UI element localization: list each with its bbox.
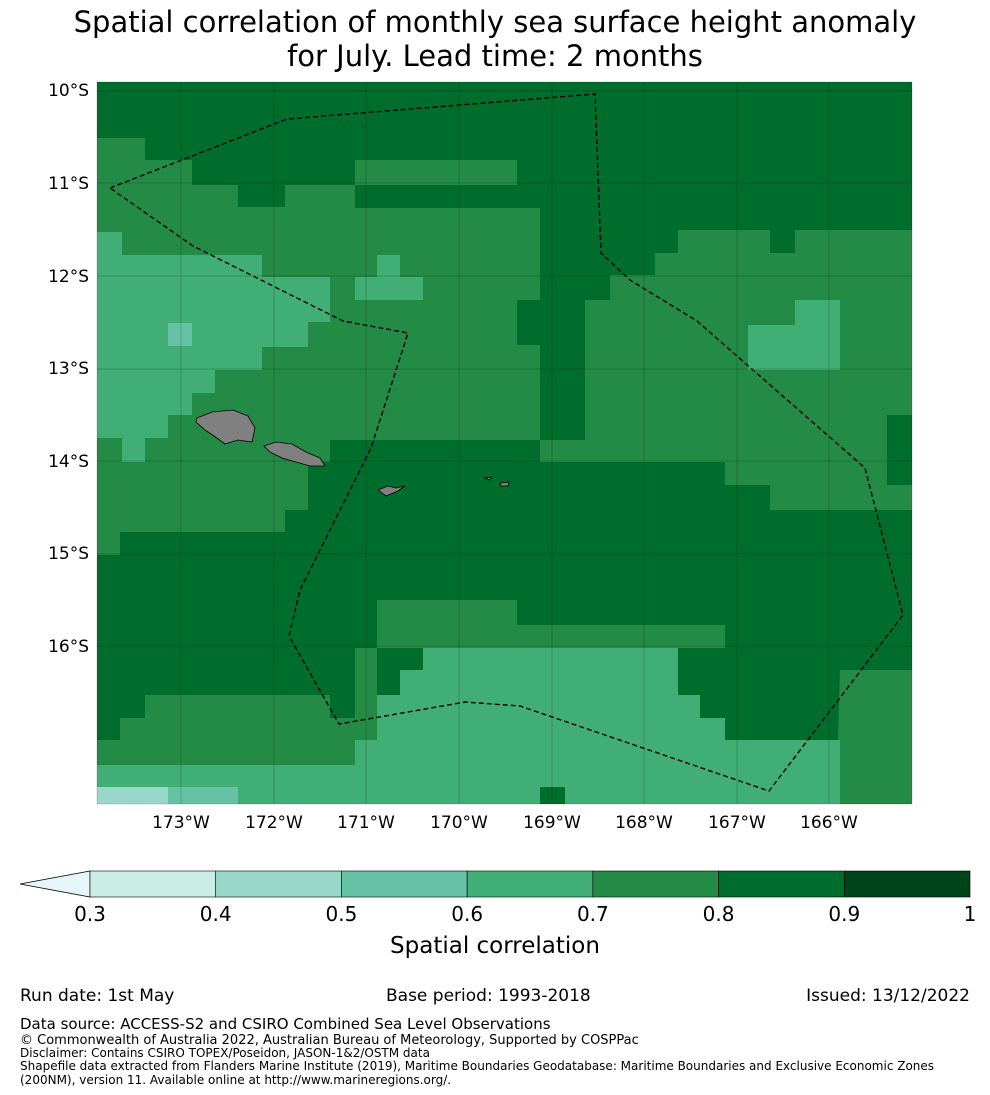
- lon-label: 167°W: [708, 813, 766, 833]
- lat-label: 13°S: [48, 359, 89, 379]
- lon-label: 170°W: [430, 813, 488, 833]
- longitude-labels: 173°W 172°W 171°W 170°W 169°W 168°W 167°…: [152, 813, 858, 833]
- island-upolu: [263, 441, 326, 467]
- islands: [195, 409, 510, 497]
- lat-label: 10°S: [48, 81, 89, 101]
- title-line-2: for July. Lead time: 2 months: [287, 39, 703, 73]
- colorbar-extend-arrow: [19, 870, 91, 898]
- lon-label: 168°W: [615, 813, 673, 833]
- colorbar-tick-label: 0.6: [451, 902, 483, 926]
- colorbar-segment: [718, 870, 845, 898]
- shapefile-credit-1: Shapefile data extracted from Flanders M…: [20, 1059, 935, 1073]
- lat-label: 14°S: [48, 452, 89, 472]
- issued-date: Issued: 13/12/2022: [806, 986, 970, 1006]
- disclaimer: Disclaimer: Contains CSIRO TOPEX/Poseido…: [20, 1046, 430, 1060]
- region-0.8-0.9-top: [97, 82, 912, 138]
- colorbar-segment: [592, 870, 719, 898]
- island-tutuila: [377, 485, 406, 497]
- copyright: © Commonwealth of Australia 2022, Austra…: [20, 1033, 639, 1048]
- island-manua-2: [499, 481, 510, 487]
- base-period: Base period: 1993-2018: [386, 986, 591, 1006]
- lon-label: 171°W: [337, 813, 395, 833]
- colorbar-segment: [89, 870, 217, 898]
- map-figure: 10°S 11°S 12°S 13°S 14°S 15°S 16°S 173°W…: [19, 81, 977, 959]
- colorbar-tick-label: 0.3: [74, 902, 106, 926]
- map-gridlines: [97, 82, 912, 804]
- lon-label: 173°W: [152, 813, 210, 833]
- colorbar-tick-label: 1: [964, 902, 977, 926]
- colorbar-segment: [215, 870, 342, 898]
- colorbar-tick-label: 0.8: [703, 902, 735, 926]
- correlation-field: [97, 82, 912, 804]
- colorbar-segment: [341, 870, 468, 898]
- colorbar-segment: [466, 870, 594, 898]
- lat-label: 15°S: [48, 544, 89, 564]
- colorbar: 0.3 0.4 0.5 0.6 0.7 0.8 0.9 1 Spatial correlati…: [19, 870, 977, 959]
- run-date: Run date: 1st May: [20, 986, 175, 1006]
- lat-label: 11°S: [48, 174, 89, 194]
- latitude-labels: 10°S 11°S 12°S 13°S 14°S 15°S 16°S: [48, 81, 89, 657]
- colorbar-segment: [843, 870, 971, 898]
- lon-label: 166°W: [800, 813, 858, 833]
- island-manua-1: [483, 476, 493, 481]
- colorbar-tick-label: 0.5: [326, 902, 358, 926]
- eez-boundary: [108, 93, 904, 792]
- map-panel: [96, 81, 913, 805]
- island-savaii: [195, 409, 256, 445]
- region-0.6-0.7: [97, 232, 840, 804]
- region-0.5-0.6-b: [168, 787, 238, 804]
- data-source: Data source: ACCESS-S2 and CSIRO Combine…: [20, 1015, 551, 1033]
- lat-label: 16°S: [48, 637, 89, 657]
- colorbar-tick-label: 0.7: [577, 902, 609, 926]
- lat-label: 12°S: [48, 267, 89, 287]
- colorbar-tick-label: 0.9: [828, 902, 860, 926]
- region-0.5-0.6-a: [168, 323, 192, 346]
- lon-label: 172°W: [245, 813, 303, 833]
- region-0.4-0.5: [97, 787, 168, 804]
- colorbar-tick-label: 0.4: [200, 902, 232, 926]
- colorbar-label: Spatial correlation: [390, 933, 600, 959]
- lon-label: 169°W: [523, 813, 581, 833]
- map-frame: [96, 81, 913, 805]
- title-line-1: Spatial correlation of monthly sea surfa…: [73, 5, 917, 39]
- shapefile-credit-2: (200NM), version 11. Available online at…: [20, 1073, 452, 1087]
